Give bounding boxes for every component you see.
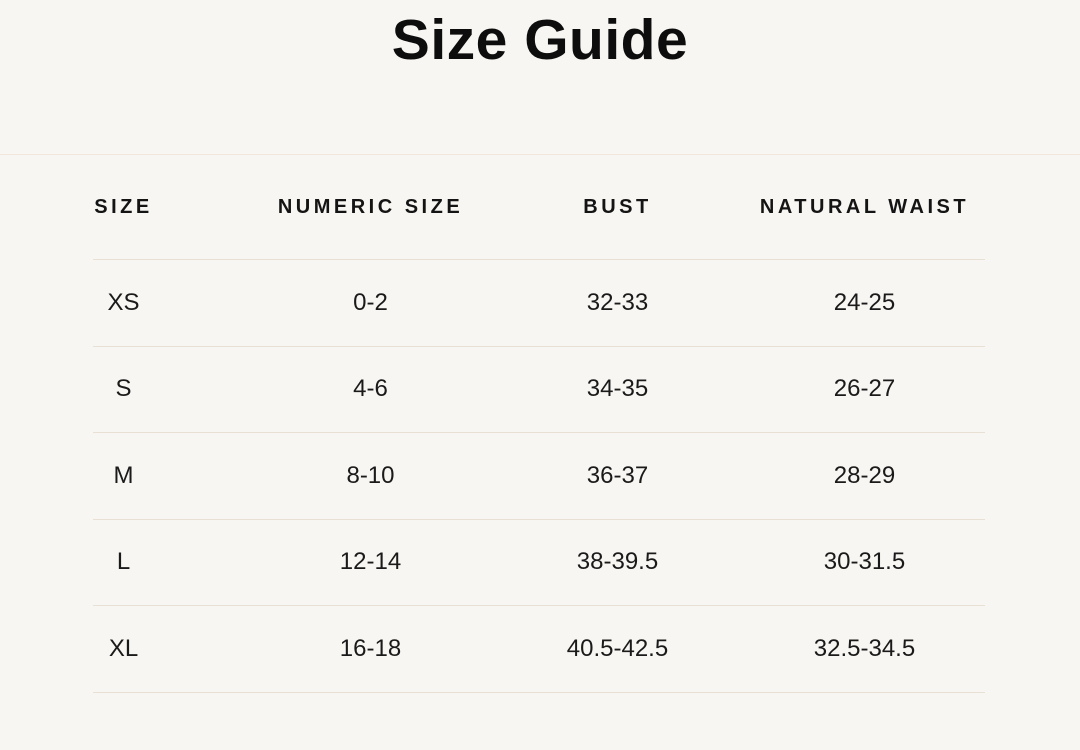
table-row-s: S 4-6 34-35 26-27: [0, 347, 988, 433]
cell-natural-waist: 24-25: [833, 288, 896, 316]
row-divider: [93, 345, 985, 347]
cell-size: XS: [107, 288, 140, 316]
table-row-l: L 12-14 38-39.5 30-31.5: [0, 520, 988, 606]
cell-numeric-size: 8-10: [346, 461, 395, 489]
cell-size: XL: [108, 634, 139, 662]
table-row-m: M 8-10 36-37 28-29: [0, 433, 988, 519]
cell-bust: 38-39.5: [576, 548, 659, 576]
table-header-row: SIZE NUMERIC SIZE BUST NATURAL WAIST: [0, 155, 988, 259]
page-title: Size Guide: [391, 8, 689, 72]
header-underline-divider: [93, 259, 985, 260]
row-divider: [93, 432, 985, 433]
cell-bust: 40.5-42.5: [566, 634, 669, 662]
size-guide-table: SIZE NUMERIC SIZE BUST NATURAL WAIST XS …: [0, 155, 988, 693]
table-row-xl: XL 16-18 40.5-42.5 32.5-34.5: [0, 606, 988, 692]
column-header-natural-waist: NATURAL WAIST: [759, 195, 970, 218]
cell-bust: 34-35: [586, 375, 649, 403]
cell-size: L: [116, 548, 131, 576]
cell-numeric-size: 12-14: [339, 548, 402, 576]
cell-natural-waist: 26-27: [833, 375, 896, 403]
row-divider: [93, 605, 985, 606]
row-divider: [93, 691, 985, 693]
cell-natural-waist: 30-31.5: [823, 548, 906, 576]
column-header-size: SIZE: [94, 195, 153, 218]
cell-size: M: [113, 461, 134, 489]
cell-bust: 36-37: [586, 461, 649, 489]
cell-numeric-size: 16-18: [339, 634, 402, 662]
column-header-numeric-size: NUMERIC SIZE: [277, 195, 464, 218]
cell-numeric-size: 0-2: [353, 288, 388, 316]
cell-natural-waist: 32.5-34.5: [813, 634, 916, 662]
cell-natural-waist: 28-29: [833, 461, 896, 489]
cell-size: S: [115, 375, 132, 403]
top-divider: [0, 154, 1080, 155]
cell-bust: 32-33: [586, 288, 649, 316]
table-row-xs: XS 0-2 32-33 24-25: [0, 260, 988, 346]
row-divider: [93, 518, 985, 520]
cell-numeric-size: 4-6: [353, 375, 388, 403]
column-header-bust: BUST: [583, 195, 652, 218]
